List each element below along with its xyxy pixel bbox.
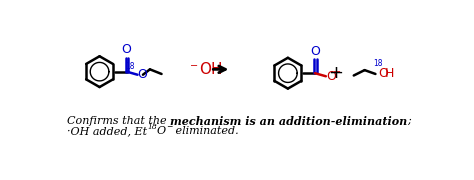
Text: O: O	[378, 68, 388, 80]
Text: 18: 18	[147, 123, 157, 131]
Text: −: −	[166, 123, 173, 131]
Text: −: −	[190, 61, 198, 71]
Text: O: O	[137, 68, 147, 81]
Text: −: −	[333, 67, 341, 77]
Text: ;: ;	[407, 116, 411, 125]
Text: +: +	[328, 64, 344, 82]
Text: ·OH added, Et: ·OH added, Et	[67, 126, 147, 136]
Text: H: H	[385, 68, 394, 80]
Text: eliminated.: eliminated.	[173, 126, 239, 136]
Text: 18: 18	[373, 59, 383, 68]
Text: O: O	[122, 43, 132, 56]
Text: O: O	[327, 70, 337, 83]
Text: O: O	[157, 126, 166, 136]
Text: OH: OH	[200, 62, 223, 77]
Text: mechanism is an addition-elimination: mechanism is an addition-elimination	[170, 116, 407, 127]
Text: 18: 18	[125, 62, 135, 71]
Text: Confirms that the: Confirms that the	[67, 116, 170, 125]
Text: O: O	[310, 45, 320, 58]
